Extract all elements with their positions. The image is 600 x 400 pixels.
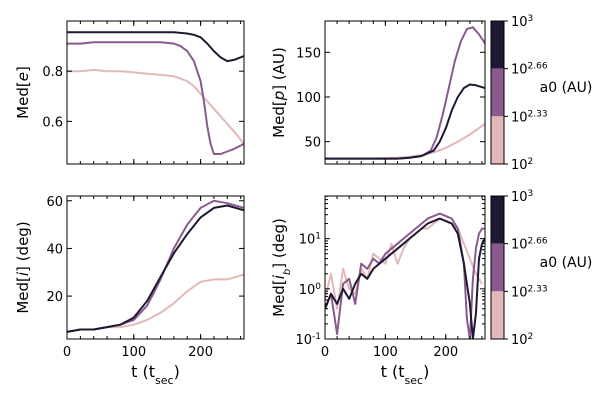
panel-top-right: 50 100 150 Med[p] (AU) [270,20,486,165]
colorbar-band [491,116,504,164]
y-tick-label: 60 [46,195,63,210]
x-tick-label: 200 [188,345,213,360]
y-tick-label: 50 [304,136,321,151]
series-line-10^2.33 [67,41,244,155]
series-line-10^2 [67,68,244,145]
colorbar-tick-label: 102 [511,332,533,348]
colorbar-frame [490,20,505,165]
panel-bottom-left: 0 100 200 20 40 60 Med[i] (deg) t (tsec) [14,195,245,387]
y-tick-label: 101 [299,232,321,248]
colorbar-band [491,243,504,292]
series-line-10^2.33 [325,212,485,339]
y-axis-label: Med[p] (AU) [270,47,288,138]
series-line-10^2.33 [67,199,244,333]
colorbar-tick-label: 102.66 [511,237,548,253]
colorbar-tick-label: 102.66 [511,62,548,78]
series-line-10^3 [67,204,244,333]
axes-frame [324,195,486,340]
x-axis-label: t (tsec) [381,362,430,387]
x-tick-label: 0 [321,345,329,360]
y-tick-label: 10-1 [295,332,321,348]
y-tick-label: 20 [46,290,63,305]
series-line-10^2 [325,122,485,160]
series-line-10^3 [67,31,244,63]
x-tick-label: 200 [433,345,458,360]
x-axis-label: t (tsec) [131,362,180,387]
colorbar-label: a0 (AU) [540,255,593,271]
x-tick-label: 100 [373,345,398,360]
series-line-10^3 [325,83,485,160]
panel-bottom-right: 0 100 200 10-1 100 101 Med[ib] (deg) t (tsec) [270,195,486,387]
y-tick-label: 100 [299,282,322,298]
x-tick-label: 100 [121,345,146,360]
y-tick-label: 150 [296,46,321,61]
axes-frame [66,195,245,340]
colorbar-tick-label: 102 [511,157,533,173]
y-tick-label: 0.6 [42,115,63,130]
colorbar-tick-label: 102.33 [511,284,548,300]
colorbar-label: a0 (AU) [540,80,593,96]
colorbar-band [491,291,504,339]
colorbar-frame [490,195,505,340]
colorbar-band [491,68,504,117]
y-tick-label: 40 [46,242,63,257]
x-tick-label: 0 [63,345,71,360]
series-line-10^2 [67,273,244,333]
colorbar-band [491,21,504,69]
y-axis-label: Med[i] (deg) [14,221,32,313]
axes-frame [66,20,245,165]
colorbar: 103 102.66 102.33 102 a0 (AU) [490,189,593,348]
panel-top-left: 0.6 0.8 Med[e] [14,20,245,165]
axes-frame [324,20,486,165]
colorbar: 103 102.66 102.33 102 a0 (AU) [490,14,593,173]
colorbar-tick-label: 103 [511,189,533,205]
y-axis-label: Med[e] [14,66,32,119]
y-tick-label: 100 [296,91,321,106]
colorbar-band [491,196,504,244]
y-axis-label: Med[ib] (deg) [270,218,293,317]
y-tick-label: 0.8 [42,65,63,80]
colorbar-tick-label: 103 [511,14,533,30]
colorbar-tick-label: 102.33 [511,109,548,125]
series-line-10^3 [325,217,485,339]
